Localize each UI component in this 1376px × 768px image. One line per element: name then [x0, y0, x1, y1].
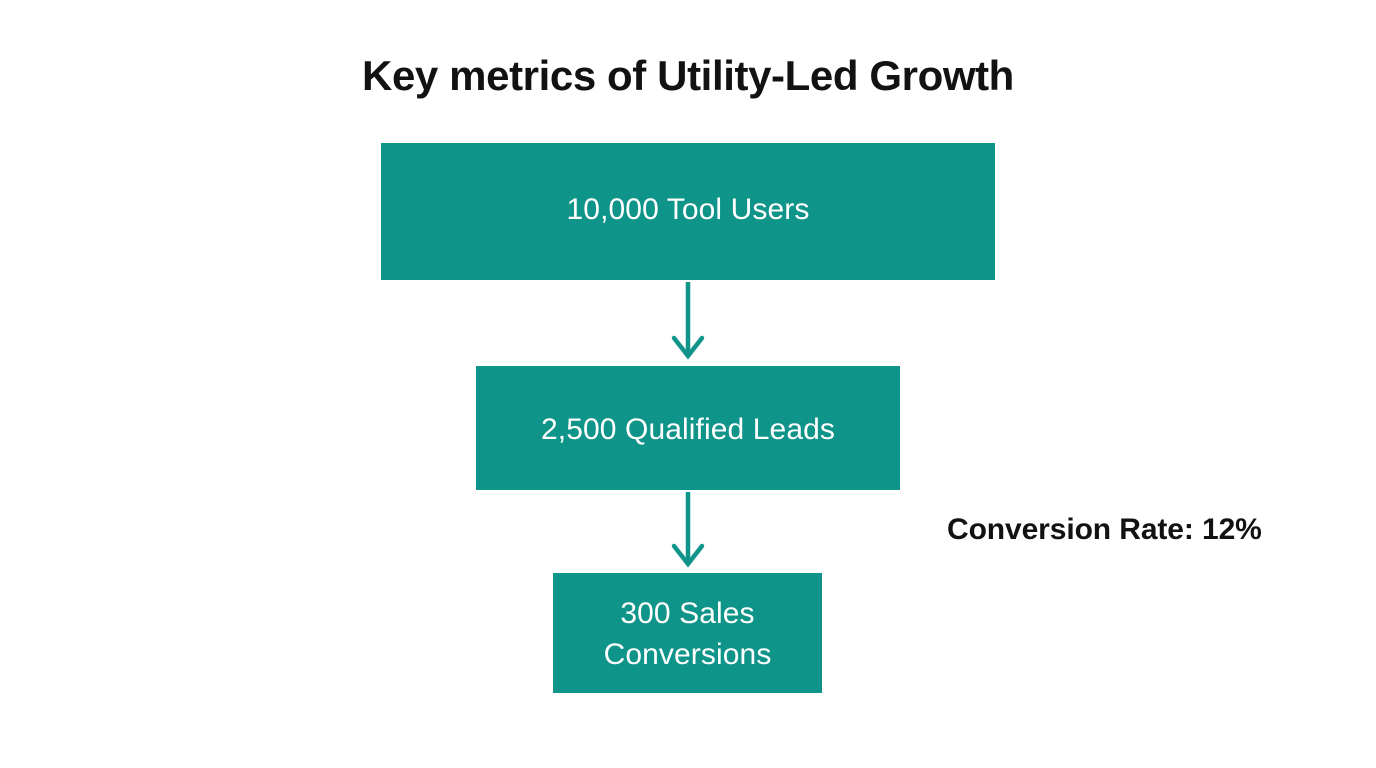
funnel-stage-qualified-leads: 2,500 Qualified Leads — [476, 366, 900, 490]
page-title: Key metrics of Utility-Led Growth — [362, 52, 1014, 99]
funnel-stage-label: 2,500 Qualified Leads — [541, 412, 835, 446]
arrow-down-icon-stage2-to-stage3 — [660, 490, 716, 568]
conversion-rate-annotation: Conversion Rate: 12% — [947, 513, 1262, 546]
arrow-down-icon-stage1-to-stage2 — [660, 280, 716, 360]
funnel-stage-sales-conversions: 300 Sales Conversions — [553, 573, 822, 693]
funnel-stage-tool-users: 10,000 Tool Users — [381, 143, 995, 280]
funnel-stage-label: 10,000 Tool Users — [566, 193, 810, 226]
funnel-stage-label: 300 Sales Conversions — [603, 597, 772, 671]
